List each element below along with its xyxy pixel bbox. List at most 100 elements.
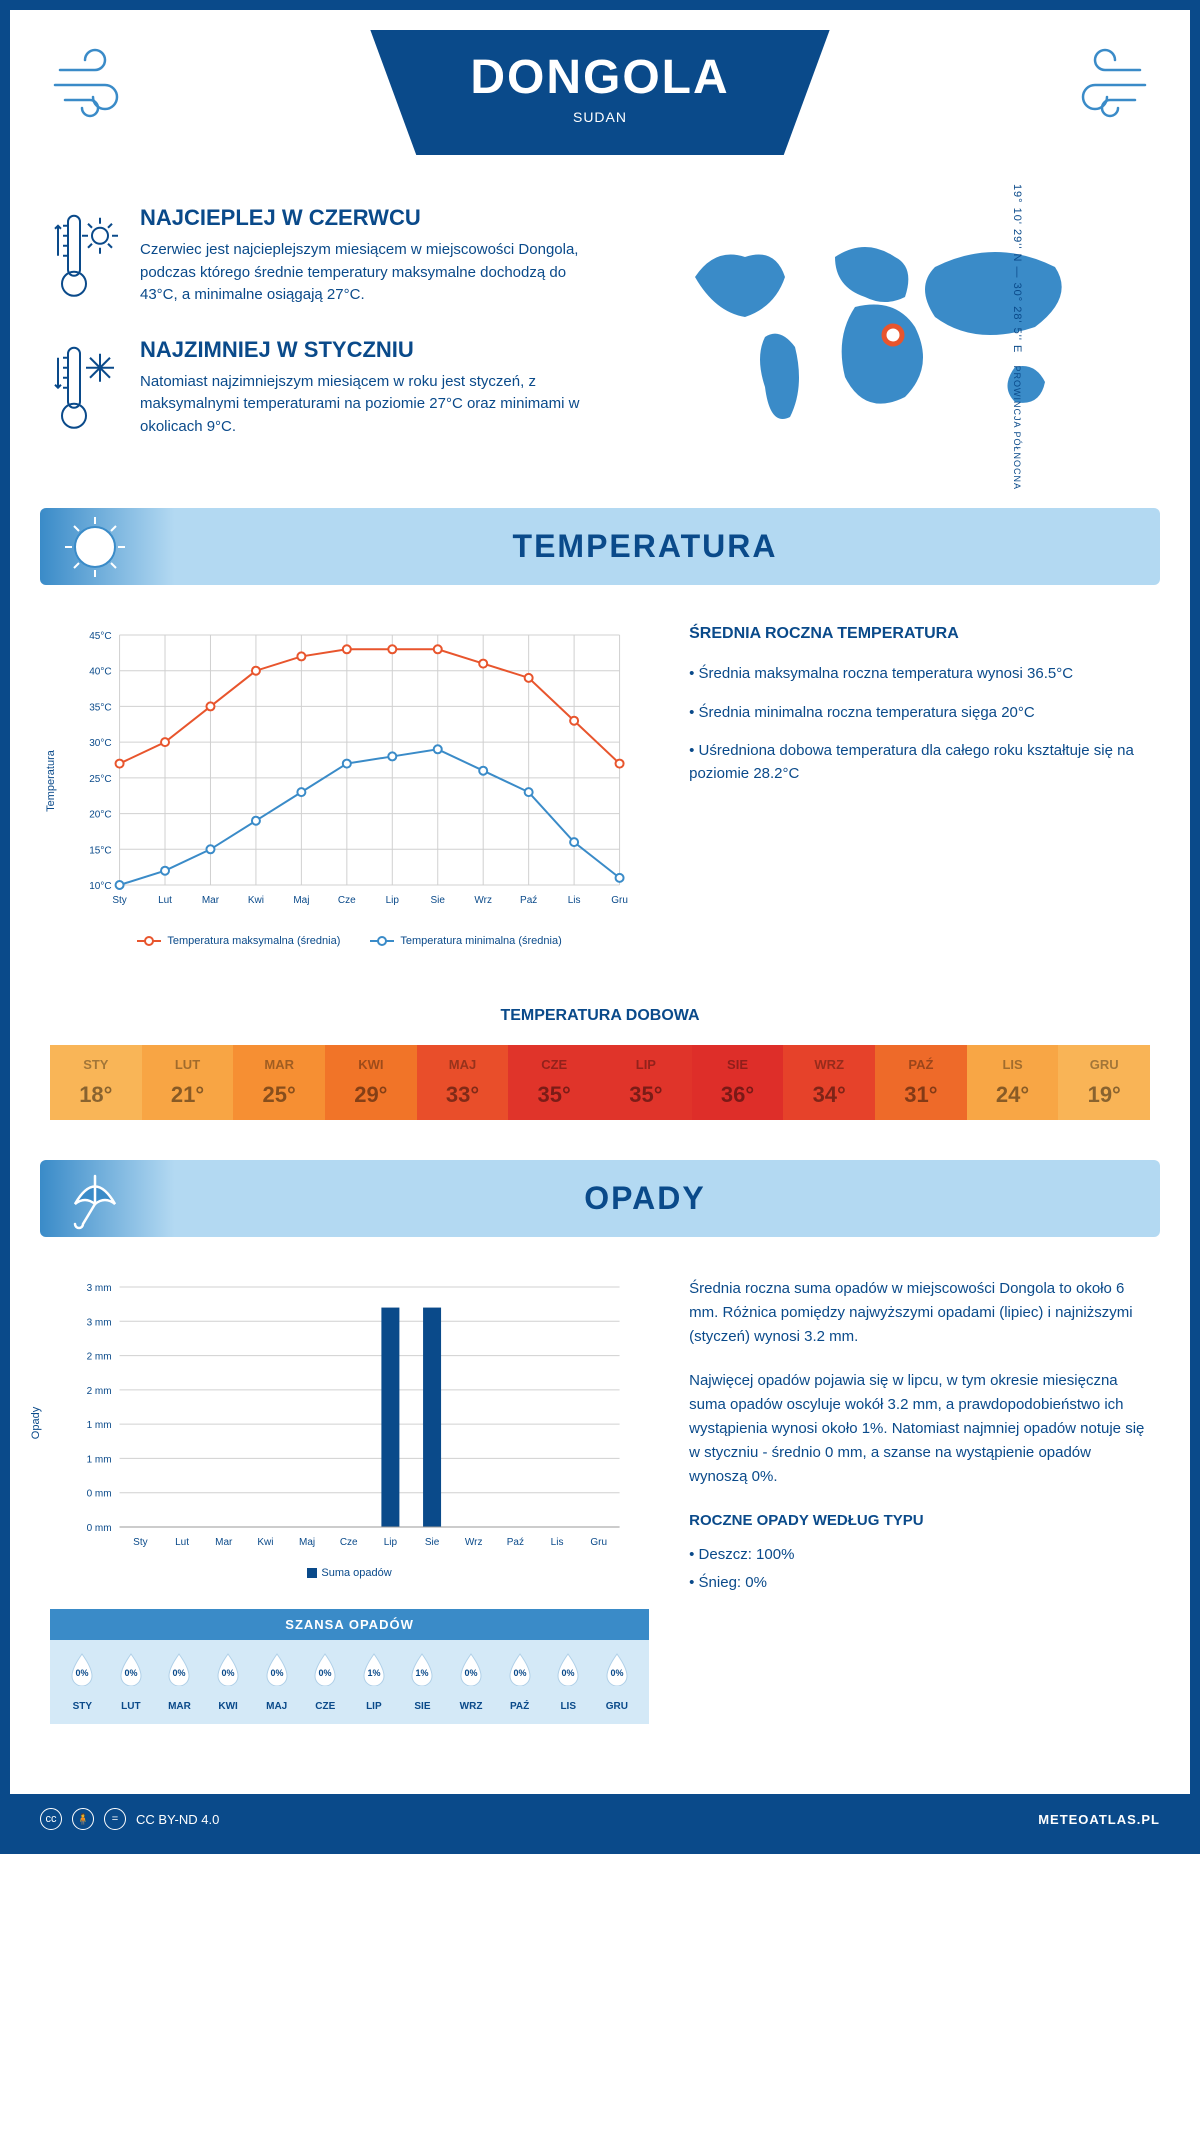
- svg-text:Maj: Maj: [299, 1537, 315, 1548]
- drop-icon: 0%: [311, 1652, 339, 1686]
- coordinates: 19° 10' 29'' N — 30° 28' 5'' E PROWINCJA…: [1011, 183, 1023, 489]
- fact-hot-title: NAJCIEPLEJ W CZERWCU: [140, 205, 580, 231]
- svg-text:Maj: Maj: [293, 895, 309, 906]
- chance-month: KWI: [204, 1701, 253, 1712]
- drop-icon: 0%: [554, 1652, 582, 1686]
- svg-text:0%: 0%: [610, 1668, 623, 1678]
- daily-month: WRZ: [783, 1057, 875, 1072]
- daily-cell: CZE35°: [508, 1045, 600, 1120]
- svg-text:45°C: 45°C: [89, 631, 111, 642]
- umbrella-icon: [60, 1164, 130, 1234]
- daily-cell: MAR25°: [233, 1045, 325, 1120]
- daily-month: LIP: [600, 1057, 692, 1072]
- temp-info-item: • Uśredniona dobowa temperatura dla całe…: [689, 740, 1150, 785]
- city-title: DONGOLA: [470, 50, 729, 105]
- chance-cell: 1%SIE: [398, 1652, 447, 1712]
- daily-cell: STY18°: [50, 1045, 142, 1120]
- drop-icon: 0%: [214, 1652, 242, 1686]
- svg-text:25°C: 25°C: [89, 774, 111, 785]
- svg-text:0%: 0%: [465, 1668, 478, 1678]
- daily-cell: PAŹ31°: [875, 1045, 967, 1120]
- svg-text:30°C: 30°C: [89, 738, 111, 749]
- svg-text:Lis: Lis: [568, 895, 581, 906]
- rain-type-title: ROCZNE OPADY WEDŁUG TYPU: [689, 1509, 1150, 1533]
- svg-text:0 mm: 0 mm: [87, 1523, 112, 1534]
- svg-text:Lis: Lis: [551, 1537, 564, 1548]
- svg-text:35°C: 35°C: [89, 702, 111, 713]
- svg-text:Paź: Paź: [507, 1537, 524, 1548]
- svg-text:1%: 1%: [367, 1668, 380, 1678]
- footer-site: METEOATLAS.PL: [1038, 1812, 1160, 1827]
- svg-text:Gru: Gru: [611, 895, 628, 906]
- chance-month: STY: [58, 1701, 107, 1712]
- country-subtitle: SUDAN: [470, 109, 729, 125]
- section-header-rain: OPADY: [40, 1160, 1160, 1237]
- svg-text:Kwi: Kwi: [248, 895, 264, 906]
- chance-cell: 0%PAŹ: [495, 1652, 544, 1712]
- svg-text:3 mm: 3 mm: [87, 1283, 112, 1294]
- temp-info-item: • Średnia maksymalna roczna temperatura …: [689, 663, 1150, 686]
- daily-cell: MAJ33°: [417, 1045, 509, 1120]
- daily-cell: WRZ 34°: [783, 1045, 875, 1120]
- daily-month: LUT: [142, 1057, 234, 1072]
- daily-temp: 29°: [325, 1082, 417, 1108]
- daily-month: SIE: [692, 1057, 784, 1072]
- svg-text:Cze: Cze: [338, 895, 356, 906]
- svg-text:Mar: Mar: [215, 1537, 233, 1548]
- sun-icon: [60, 512, 130, 582]
- drop-icon: 1%: [360, 1652, 388, 1686]
- chance-cell: 1% LIP: [350, 1652, 399, 1712]
- daily-temp-title: TEMPERATURA DOBOWA: [10, 1007, 1190, 1025]
- rain-legend: Suma opadów: [50, 1567, 649, 1579]
- temp-line-chart: Temperatura 10°C15°C20°C25°C30°C35°C40°C…: [50, 625, 649, 947]
- daily-temp: 21°: [142, 1082, 234, 1108]
- svg-text:Sie: Sie: [425, 1537, 440, 1548]
- chance-month: MAJ: [252, 1701, 301, 1712]
- daily-temp-table: STY18°LUT21°MAR25°KWI29°MAJ33°CZE35°LIP3…: [50, 1045, 1150, 1120]
- daily-cell: LUT 21°: [142, 1045, 234, 1120]
- svg-text:Sty: Sty: [112, 895, 126, 906]
- svg-text:0%: 0%: [319, 1668, 332, 1678]
- wind-icon: [1070, 40, 1150, 120]
- svg-text:0%: 0%: [270, 1668, 283, 1678]
- svg-text:Mar: Mar: [202, 895, 220, 906]
- daily-temp: 36°: [692, 1082, 784, 1108]
- daily-cell: LIS24°: [967, 1045, 1059, 1120]
- temp-info-item: • Średnia minimalna roczna temperatura s…: [689, 702, 1150, 725]
- fact-cold-title: NAJZIMNIEJ W STYCZNIU: [140, 337, 580, 363]
- chance-month: LIP: [350, 1701, 399, 1712]
- wind-icon: [50, 40, 130, 120]
- svg-text:Lip: Lip: [386, 895, 400, 906]
- section-title-temp: TEMPERATURA: [160, 528, 1130, 565]
- chance-month: MAR: [155, 1701, 204, 1712]
- daily-temp: 34°: [783, 1082, 875, 1108]
- section-title-rain: OPADY: [160, 1180, 1130, 1217]
- rain-info-p1: Średnia roczna suma opadów w miejscowośc…: [689, 1277, 1150, 1349]
- page: DONGOLA SUDAN: [0, 0, 1200, 1854]
- thermometer-sun-icon: [50, 205, 120, 307]
- chance-month: LIS: [544, 1701, 593, 1712]
- daily-temp: 19°: [1058, 1082, 1150, 1108]
- chance-month: SIE: [398, 1701, 447, 1712]
- chance-cell: 0% KWI: [204, 1652, 253, 1712]
- chance-month: LUT: [107, 1701, 156, 1712]
- drop-icon: 0%: [117, 1652, 145, 1686]
- chance-cell: 0% LIS: [544, 1652, 593, 1712]
- nd-icon: =: [104, 1808, 126, 1830]
- svg-text:0%: 0%: [173, 1668, 186, 1678]
- rain-body: Opady 0 mm0 mm1 mm1 mm2 mm2 mm3 mm3 mmSt…: [10, 1237, 1190, 1764]
- svg-text:0%: 0%: [513, 1668, 526, 1678]
- fact-hot-text: Czerwiec jest najcieplejszym miesiącem w…: [140, 239, 580, 307]
- daily-temp: 35°: [600, 1082, 692, 1108]
- fact-hot: NAJCIEPLEJ W CZERWCU Czerwiec jest najci…: [50, 205, 580, 307]
- svg-text:2 mm: 2 mm: [87, 1386, 112, 1397]
- rain-info-p2: Najwięcej opadów pojawia się w lipcu, w …: [689, 1369, 1150, 1489]
- rain-bar-chart: Opady 0 mm0 mm1 mm1 mm2 mm2 mm3 mm3 mmSt…: [50, 1277, 649, 1724]
- svg-text:Paź: Paź: [520, 895, 537, 906]
- temp-info: ŚREDNIA ROCZNA TEMPERATURA • Średnia mak…: [689, 625, 1150, 947]
- daily-month: GRU: [1058, 1057, 1150, 1072]
- svg-text:20°C: 20°C: [89, 810, 111, 821]
- cc-icon: cc: [40, 1808, 62, 1830]
- chance-month: CZE: [301, 1701, 350, 1712]
- svg-text:Gru: Gru: [590, 1537, 607, 1548]
